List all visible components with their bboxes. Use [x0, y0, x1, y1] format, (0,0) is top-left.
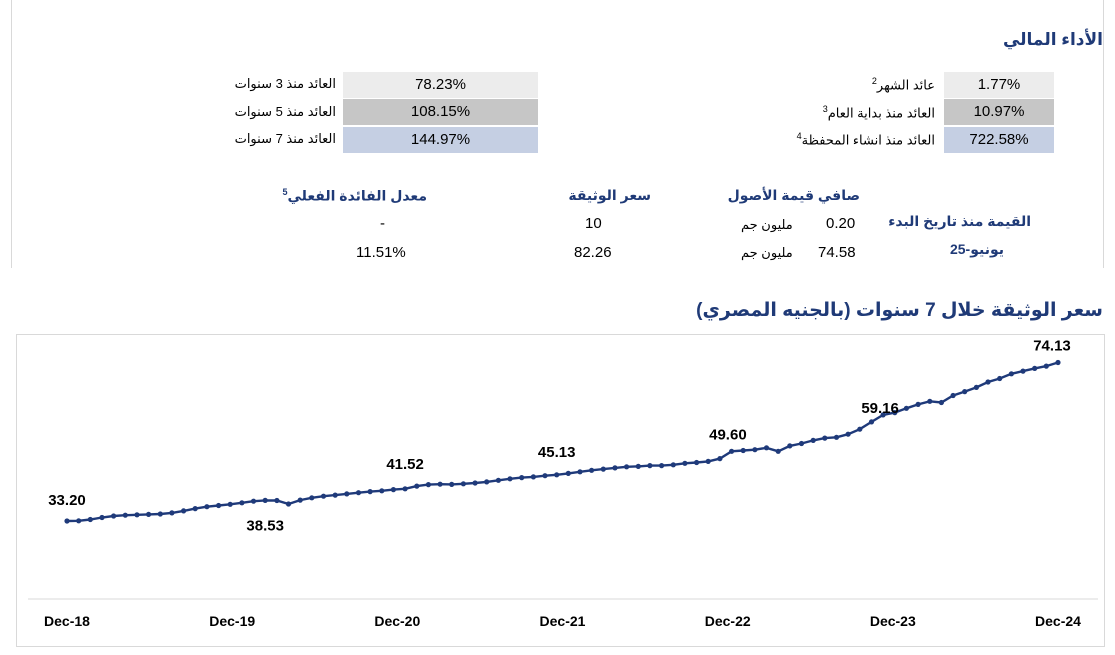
section-divider-right: [1103, 0, 1104, 268]
summary-r1-nav: 0.20: [826, 215, 856, 232]
summary-col-price: سعر الوثيقة: [568, 187, 651, 203]
left-row-2-label: العائد منذ 5 سنوات: [234, 104, 336, 119]
right-row-3-value: 722.58%: [944, 127, 1054, 153]
left-row-1-value: 78.23%: [343, 72, 538, 98]
summary-col-yield: معدل الفائدة الفعلي5: [282, 187, 427, 204]
summary-r2-unit: مليون جم: [741, 245, 793, 260]
right-row-2-label: العائد منذ بداية العام3: [822, 104, 935, 121]
summary-col-nav: صافي قيمة الأصول: [727, 187, 860, 203]
performance-title: الأداء المالي: [1002, 30, 1103, 49]
chart-title: سعر الوثيقة خلال 7 سنوات (بالجنيه المصري…: [696, 300, 1103, 321]
right-row-1-label: عائد الشهر2: [871, 76, 935, 93]
right-row-1-value: 1.77%: [944, 72, 1054, 98]
summary-row-header: القيمة منذ تاريخ البدء: [888, 213, 1031, 229]
summary-r1-price: 10: [585, 215, 602, 232]
section-divider-left: [11, 0, 12, 268]
right-row-3-label: العائد منذ انشاء المحفظة4: [796, 131, 935, 148]
summary-r2-price: 82.26: [574, 244, 612, 261]
summary-r1-unit: مليون جم: [741, 217, 793, 232]
left-row-3-value: 144.97%: [343, 127, 538, 153]
left-row-2-value: 108.15%: [343, 99, 538, 125]
summary-row-date: يونيو-25: [949, 241, 1004, 257]
summary-r1-yield: -: [380, 215, 385, 232]
summary-r2-nav: 74.58: [818, 244, 856, 261]
left-row-3-label: العائد منذ 7 سنوات: [234, 131, 336, 146]
summary-r2-yield: 11.51%: [356, 244, 406, 261]
right-row-2-value: 10.97%: [944, 99, 1054, 125]
chart-frame: [16, 334, 1105, 647]
left-row-1-label: العائد منذ 3 سنوات: [234, 76, 336, 91]
